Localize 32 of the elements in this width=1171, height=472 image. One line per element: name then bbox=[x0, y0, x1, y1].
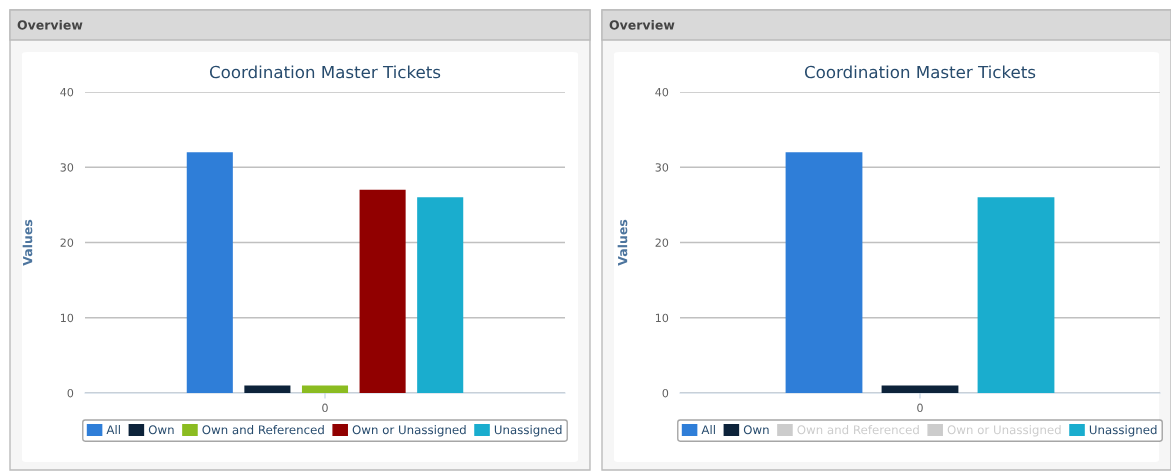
bar bbox=[244, 385, 291, 393]
legend-label: All bbox=[106, 425, 120, 435]
bar bbox=[977, 197, 1055, 393]
legend-label: Own bbox=[743, 425, 769, 435]
y-tick-label: 10 bbox=[655, 313, 669, 323]
legend-label: All bbox=[701, 425, 715, 435]
y-tick-label: 0 bbox=[662, 388, 669, 398]
bar bbox=[301, 385, 349, 393]
y-tick-label: 40 bbox=[655, 87, 669, 97]
bar bbox=[359, 189, 406, 393]
legend-label: Own and Referenced bbox=[202, 425, 324, 435]
legend-label: Own or Unassigned bbox=[352, 425, 466, 437]
y-tick-label: 40 bbox=[60, 87, 74, 97]
text: Overview bbox=[17, 19, 83, 30]
chart-title: Coordination Master Tickets bbox=[804, 65, 1036, 79]
chart-title: Coordination Master Tickets bbox=[209, 65, 441, 79]
legend-label: Unassigned bbox=[1089, 425, 1157, 437]
y-axis-title: Values bbox=[22, 219, 33, 266]
bar bbox=[785, 152, 863, 393]
y-axis-title: Values bbox=[617, 219, 628, 266]
bar bbox=[186, 152, 233, 393]
y-tick-label: 20 bbox=[60, 238, 74, 247]
y-tick-label: 0 bbox=[67, 388, 74, 398]
bar bbox=[417, 197, 464, 393]
bar bbox=[881, 385, 959, 393]
y-tick-label: 30 bbox=[655, 163, 669, 172]
y-tick-label: 30 bbox=[60, 163, 74, 172]
text: Overview bbox=[609, 19, 675, 30]
legend-label: Unassigned bbox=[494, 425, 562, 437]
y-tick-label: 10 bbox=[60, 313, 74, 323]
y-tick-label: 20 bbox=[655, 238, 669, 247]
legend-label: Own bbox=[148, 425, 174, 435]
